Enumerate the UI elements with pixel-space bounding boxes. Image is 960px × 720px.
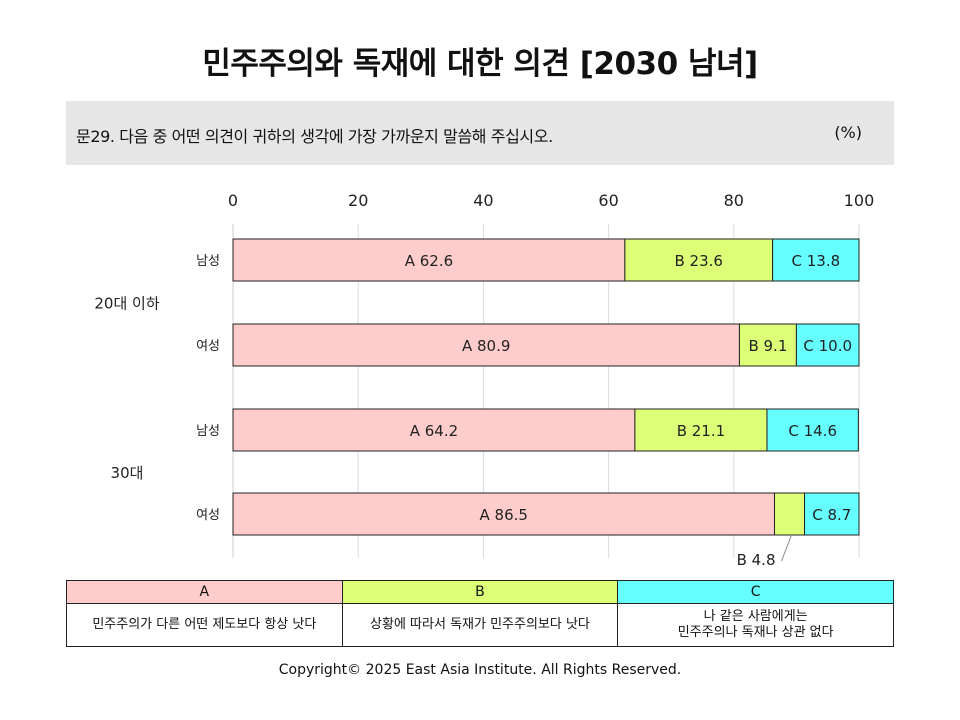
legend-table: A B C 민주주의가 다른 어떤 제도보다 항상 낫다 상황에 따라서 독재가… bbox=[66, 580, 894, 647]
bar-segment-a bbox=[232, 408, 636, 452]
legend-key-b: B bbox=[341, 580, 619, 604]
data-label: A 80.9 bbox=[462, 337, 510, 355]
bar-segment-c bbox=[795, 323, 860, 367]
question-text: 문29. 다음 중 어떤 의견이 귀하의 생각에 가장 가까운지 말씀해 주십시… bbox=[76, 127, 553, 146]
bar-segment-a bbox=[232, 238, 626, 282]
row-label: 남성 bbox=[196, 254, 220, 269]
question-box: 문29. 다음 중 어떤 의견이 귀하의 생각에 가장 가까운지 말씀해 주십시… bbox=[66, 101, 894, 165]
page-title: 민주주의와 독재에 대한 의견 [2030 남녀] bbox=[202, 46, 758, 82]
legend-desc-b: 상황에 따라서 독재가 민주주의보다 낫다 bbox=[341, 603, 619, 647]
legend-key-a: A bbox=[66, 580, 343, 604]
legend-desc-a: 민주주의가 다른 어떤 제도보다 항상 낫다 bbox=[66, 603, 343, 647]
row-label: 여성 bbox=[196, 339, 220, 354]
data-label: C 10.0 bbox=[803, 337, 852, 355]
bar-segment-b bbox=[634, 408, 768, 452]
legend-key-c: C bbox=[617, 580, 894, 604]
data-label: C 13.8 bbox=[791, 252, 840, 270]
bar-segment-b bbox=[738, 323, 797, 367]
bar-segment-c bbox=[766, 408, 859, 452]
data-label: A 62.6 bbox=[405, 252, 453, 270]
data-label: C 14.6 bbox=[788, 422, 837, 440]
data-label: C 8.7 bbox=[812, 506, 851, 524]
group-label: 20대 이하 bbox=[94, 295, 159, 313]
data-label: B 21.1 bbox=[677, 422, 725, 440]
row-label: 여성 bbox=[196, 508, 220, 523]
bar-segment-b bbox=[773, 492, 806, 536]
group-label: 30대 bbox=[111, 464, 144, 482]
stacked-bar-chart: 0 20 40 60 80 100 남성 A 62.6 B 23.6 C 13.8 여성 A 80.9… bbox=[94, 191, 875, 569]
bar-segment-c bbox=[804, 492, 860, 536]
x-tick-label: 80 bbox=[724, 191, 744, 210]
data-label: B 9.1 bbox=[748, 337, 787, 355]
callout-line bbox=[781, 534, 792, 562]
bar-segment-a bbox=[232, 492, 775, 536]
data-label: B 23.6 bbox=[675, 252, 723, 270]
x-tick-label: 40 bbox=[473, 191, 493, 210]
legend-desc-c: 나 같은 사람에게는 민주주의나 독재나 상관 없다 bbox=[617, 603, 894, 647]
copyright-text: Copyright© 2025 East Asia Institute. All… bbox=[278, 662, 682, 678]
data-label: A 64.2 bbox=[410, 422, 458, 440]
bar-segment-a bbox=[232, 323, 740, 367]
callout-label: B 4.8 bbox=[737, 551, 776, 569]
data-label: A 86.5 bbox=[480, 506, 528, 524]
x-tick-label: 60 bbox=[598, 191, 618, 210]
x-tick-label: 20 bbox=[348, 191, 368, 210]
x-tick-label: 0 bbox=[228, 191, 238, 210]
unit-label: (%) bbox=[834, 123, 862, 142]
row-label: 남성 bbox=[196, 424, 220, 439]
bar-segment-c bbox=[772, 238, 860, 282]
x-tick-label: 100 bbox=[844, 191, 875, 210]
